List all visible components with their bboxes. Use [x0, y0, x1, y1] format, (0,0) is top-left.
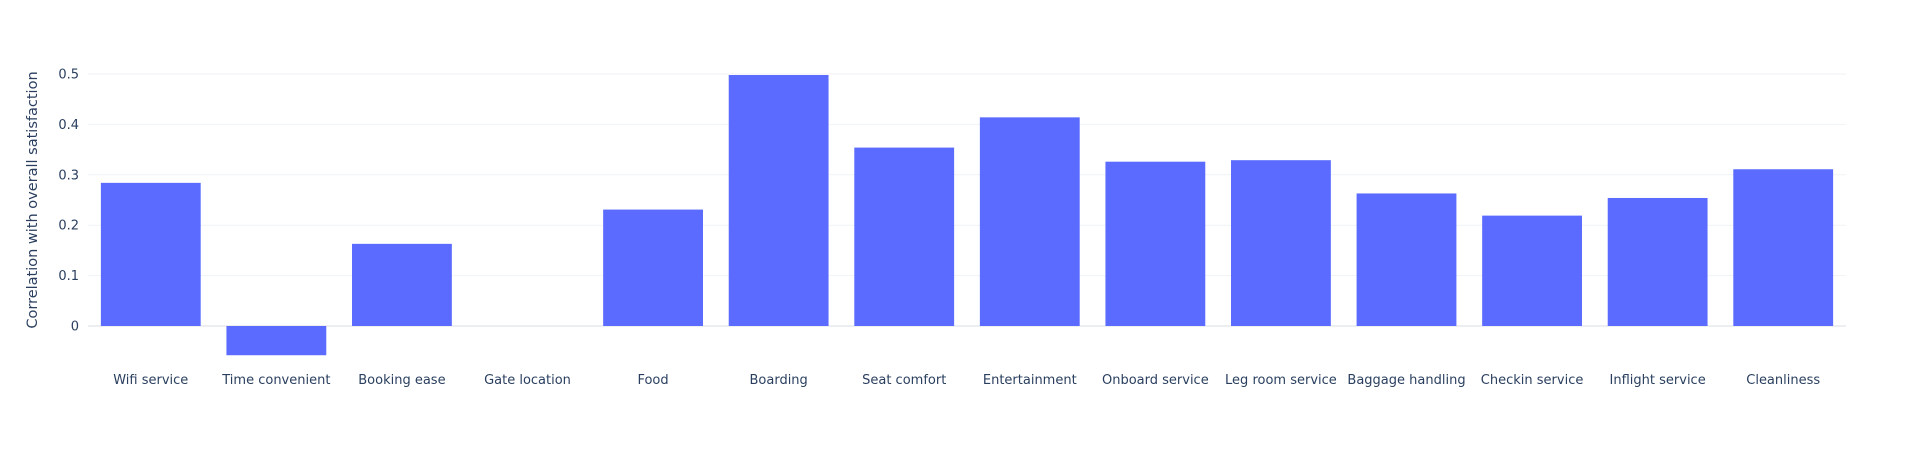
- x-tick-label: Gate location: [484, 373, 571, 388]
- y-tick-label: 0.2: [58, 219, 79, 234]
- x-tick-label: Inflight service: [1610, 373, 1706, 388]
- x-tick-label: Cleanliness: [1746, 373, 1820, 388]
- y-tick-label: 0.4: [58, 118, 79, 133]
- bars: [100, 75, 1834, 356]
- y-tick-label: 0.5: [58, 68, 79, 83]
- bar-inflight-service[interactable]: [1607, 197, 1708, 326]
- x-tick-label: Onboard service: [1102, 373, 1209, 388]
- bar-food[interactable]: [603, 209, 703, 326]
- x-tick-label: Leg room service: [1225, 373, 1337, 388]
- bar-wifi-service[interactable]: [100, 182, 201, 326]
- bar-booking-ease[interactable]: [352, 243, 452, 326]
- bar-seat-comfort[interactable]: [854, 147, 955, 326]
- grid-lines: [88, 73, 1846, 327]
- y-tick-label: 0.1: [58, 269, 79, 284]
- bar-entertainment[interactable]: [979, 117, 1080, 327]
- x-tick-label: Boarding: [749, 373, 807, 388]
- x-tick-label: Entertainment: [983, 373, 1077, 388]
- bar-onboard-service[interactable]: [1105, 161, 1206, 326]
- y-tick-label: 0: [71, 320, 79, 335]
- x-tick-label: Seat comfort: [862, 373, 946, 388]
- x-tick-labels: Wifi service Time convenient Booking ease G…: [113, 373, 1820, 388]
- x-tick-label: Food: [637, 373, 668, 388]
- bar-leg-room-service[interactable]: [1231, 160, 1331, 326]
- x-tick-label: Wifi service: [113, 373, 188, 388]
- x-tick-label: Booking ease: [358, 373, 445, 388]
- y-tick-label: 0.3: [58, 168, 79, 183]
- y-axis-title: Correlation with overall satisfaction: [25, 71, 41, 328]
- x-tick-label: Checkin service: [1481, 373, 1584, 388]
- bar-checkin-service[interactable]: [1482, 215, 1582, 326]
- x-tick-label: Baggage handling: [1347, 373, 1465, 388]
- bar-baggage-handling[interactable]: [1356, 193, 1457, 326]
- x-tick-label: Time convenient: [221, 373, 330, 388]
- bar-cleanliness[interactable]: [1733, 169, 1834, 326]
- y-tick-labels: 0 0.1 0.2 0.3 0.4 0.5: [58, 68, 79, 335]
- bar-boarding[interactable]: [728, 75, 829, 327]
- bar-time-convenient[interactable]: [226, 326, 327, 356]
